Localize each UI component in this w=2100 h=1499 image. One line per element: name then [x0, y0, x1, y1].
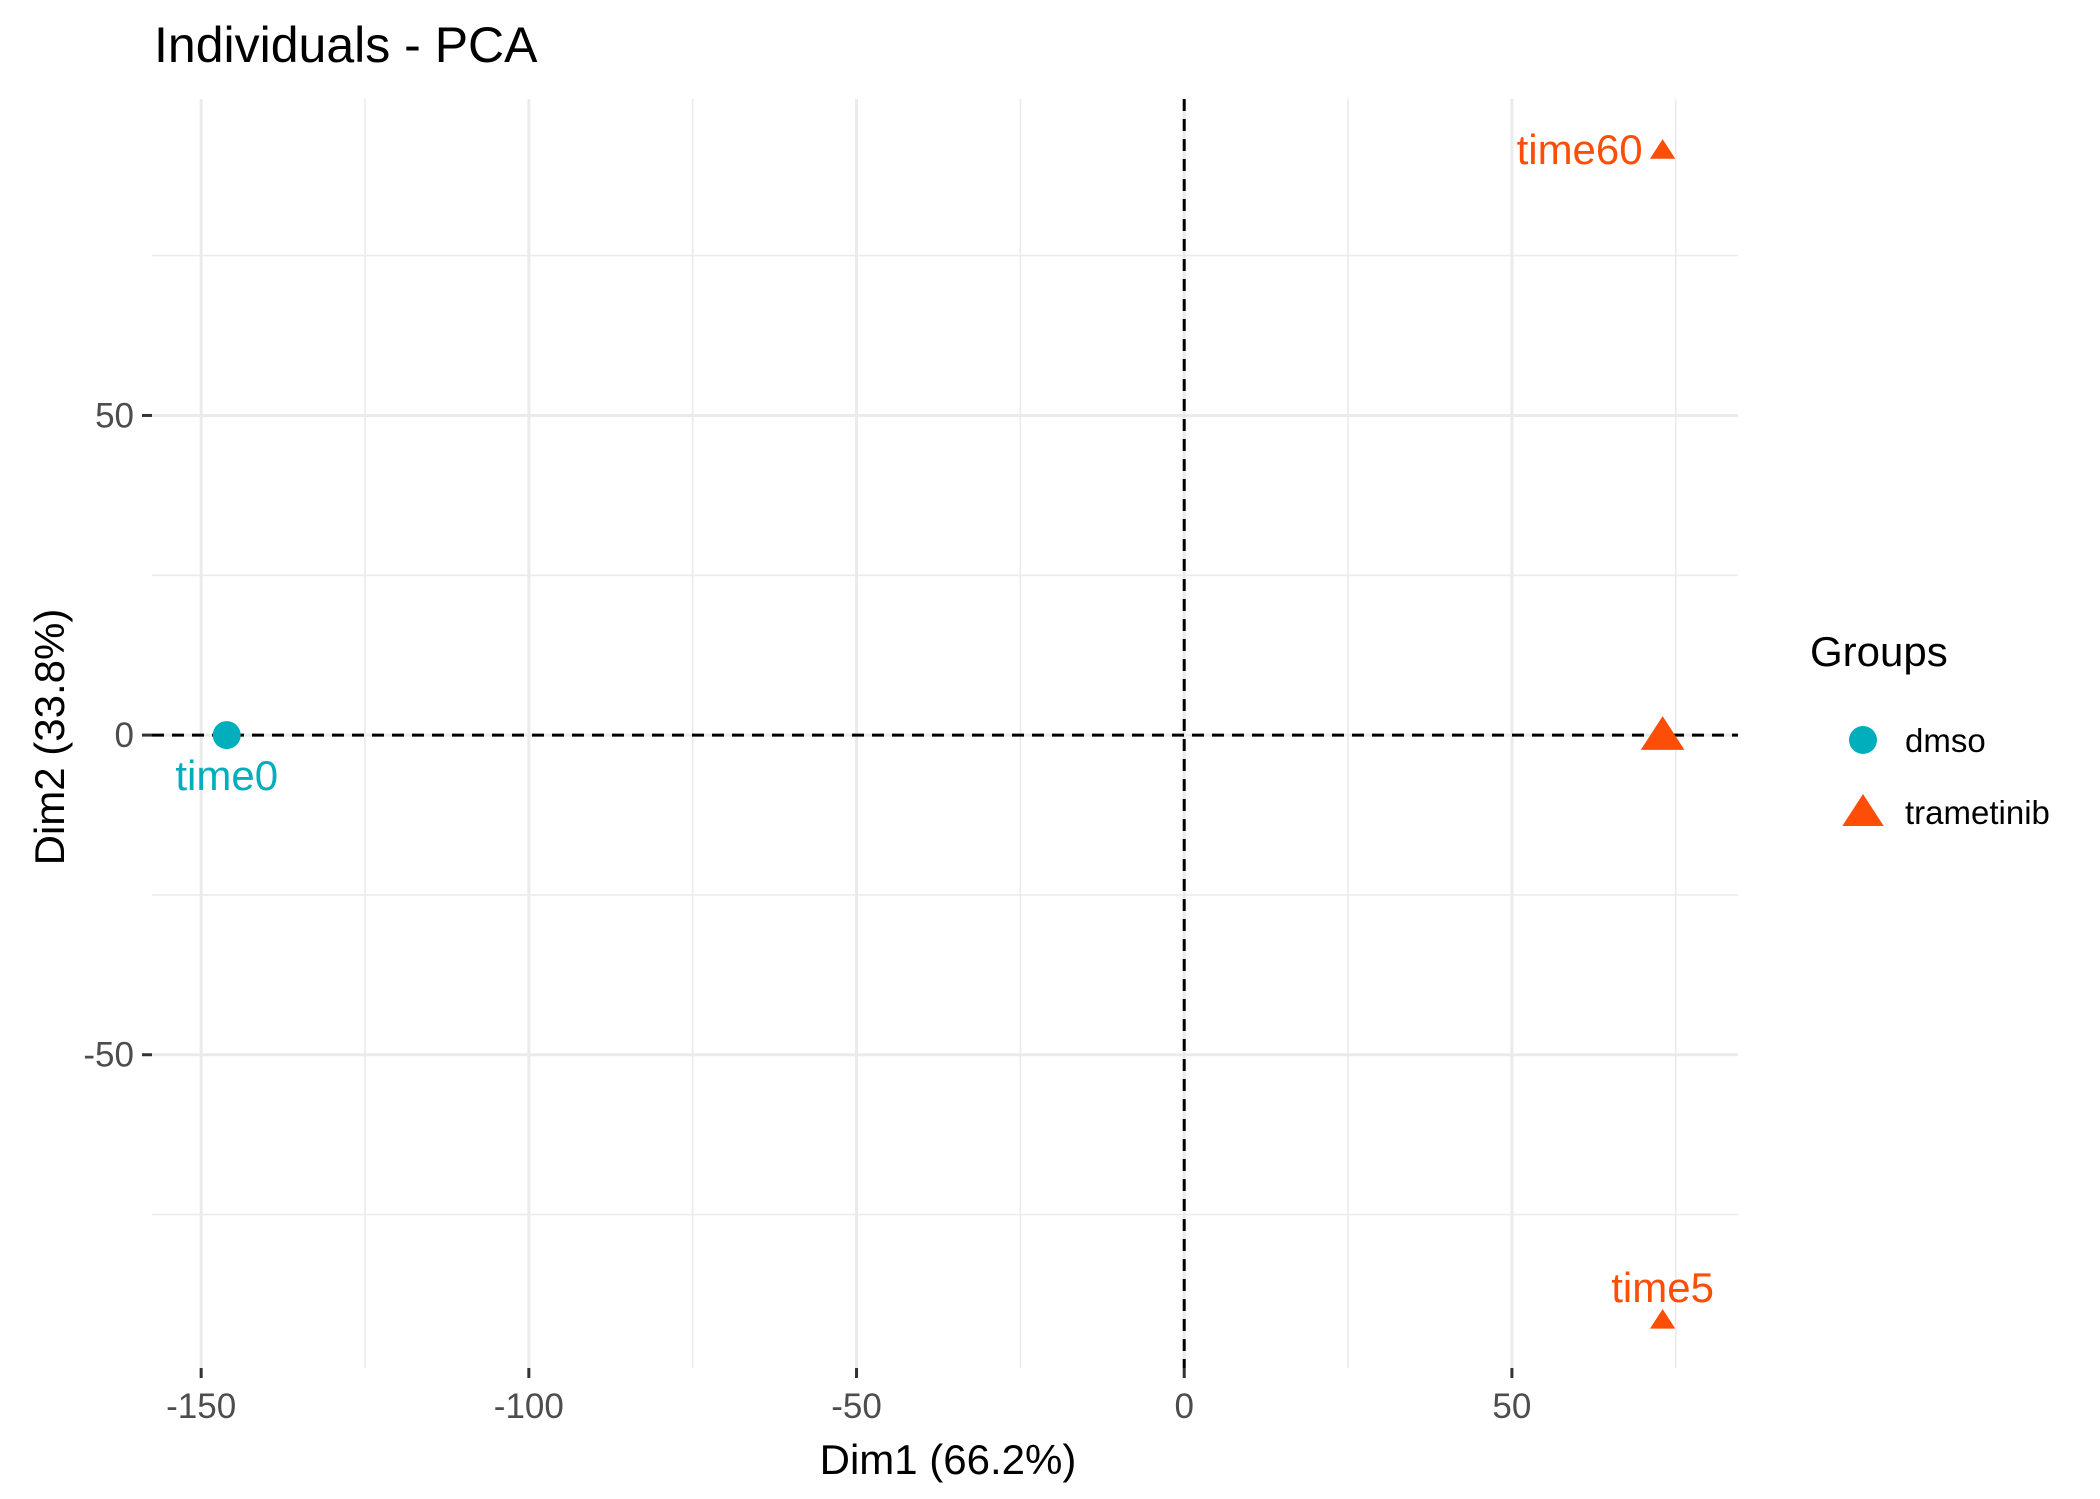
x-tick-label: -50	[831, 1387, 882, 1426]
point-label: time0	[175, 752, 278, 799]
x-tick-label: 0	[1174, 1387, 1193, 1426]
x-tick-label: -150	[166, 1387, 236, 1426]
legend-label-trametinib: trametinib	[1905, 794, 2050, 831]
legend-key-triangle	[1842, 794, 1884, 827]
axis-ticks: -150 -100 -50 0 50 -50 0 50	[83, 396, 1531, 1426]
legend: Groups dmso trametinib	[1810, 628, 2050, 831]
y-tick-label: 0	[115, 716, 134, 755]
legend-title: Groups	[1810, 628, 1948, 675]
x-tick-label: 50	[1492, 1387, 1531, 1426]
x-tick-label: -100	[494, 1387, 564, 1426]
legend-key-circle	[1849, 726, 1877, 754]
data-points: time0 time60 time5	[175, 126, 1714, 1329]
y-axis-title: Dim2 (33.8%)	[26, 609, 73, 866]
y-tick-label: -50	[83, 1036, 134, 1075]
point-label: time60	[1517, 126, 1643, 173]
group-mean-triangle	[1640, 716, 1685, 750]
chart-title: Individuals - PCA	[154, 17, 538, 73]
legend-label-dmso: dmso	[1905, 722, 1986, 759]
point-label: time5	[1611, 1264, 1714, 1311]
reference-lines	[152, 99, 1738, 1368]
point-triangle	[1649, 139, 1676, 159]
grid	[152, 99, 1738, 1368]
point-circle	[216, 725, 237, 746]
x-axis-title: Dim1 (66.2%)	[820, 1436, 1077, 1483]
point-triangle	[1649, 1309, 1676, 1329]
y-tick-label: 50	[95, 396, 134, 435]
